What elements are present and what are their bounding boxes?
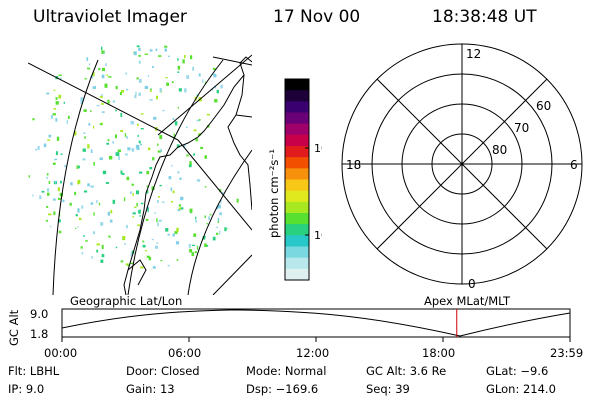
mlat-label-80: 80 <box>492 143 507 157</box>
colorbar-cell <box>285 157 309 169</box>
colorbar: 100 10 photon cm⁻²s⁻¹ <box>267 78 322 281</box>
colorbar-cell <box>285 134 309 147</box>
observation-date: 17 Nov 00 <box>273 7 361 27</box>
timeline-x-tick-1200: 12:00 <box>296 346 330 360</box>
colorbar-cell <box>285 201 309 214</box>
mlat-label-70: 70 <box>514 121 529 135</box>
colorbar-cell <box>285 224 309 236</box>
colorbar-cell <box>285 235 309 248</box>
colorbar-tick-100: 100 <box>314 142 322 155</box>
colorbar-cell <box>285 79 309 91</box>
geographic-image-panel <box>28 45 252 295</box>
mlt-label-6: 6 <box>570 158 578 172</box>
altitude-curve <box>61 309 571 337</box>
mlat-label-60: 60 <box>536 99 551 113</box>
glat-info: GLat: −9.6 <box>486 364 549 378</box>
altitude-timeline: GC Alt 9.0 1.8 <box>7 307 571 346</box>
geographic-label: Geographic Lat/Lon <box>70 294 183 308</box>
ip-info: IP: 9.0 <box>8 382 45 396</box>
gain-info: Gain: 13 <box>126 382 175 396</box>
colorbar-cell <box>285 268 309 281</box>
colorbar-tick-10: 10 <box>314 229 322 242</box>
colorbar-cell <box>285 146 309 158</box>
door-info: Door: Closed <box>126 364 200 378</box>
colorbar-cell <box>285 190 309 203</box>
colorbar-unit-label: photon cm⁻²s⁻¹ <box>267 149 281 238</box>
timeline-x-tick-2359: 23:59 <box>550 346 584 360</box>
colorbar-cell <box>285 179 309 192</box>
grid-lines <box>28 54 252 295</box>
colorbar-cell <box>285 213 309 225</box>
observation-time: 18:38:48 UT <box>432 7 537 27</box>
polar-mlat-mlt-plot: 12 18 6 0 60 70 80 <box>341 43 583 291</box>
timeline-y-tick-max: 9.0 <box>30 307 48 321</box>
colorbar-cell <box>285 168 309 181</box>
colorbar-cell <box>285 123 309 136</box>
colorbar-cell <box>285 246 309 259</box>
mlt-label-18: 18 <box>346 158 361 172</box>
coastline <box>123 56 252 295</box>
glon-info: GLon: 214.0 <box>486 382 556 396</box>
uv-emission-speckles <box>28 45 252 270</box>
colorbar-cell <box>285 112 309 125</box>
apex-label: Apex MLat/MLT <box>424 294 511 308</box>
filter-info: Flt: LBHL <box>8 364 60 378</box>
timeline-y-axis-label: GC Alt <box>7 309 21 346</box>
instrument-title: Ultraviolet Imager <box>33 7 187 27</box>
colorbar-cell <box>285 90 309 102</box>
colorbar-cell <box>285 257 309 270</box>
timeline-x-tick-0000: 00:00 <box>44 346 78 360</box>
timeline-x-tick-1800: 18:00 <box>422 346 456 360</box>
mode-info: Mode: Normal <box>246 364 327 378</box>
timeline-x-tick-0600: 06:00 <box>168 346 202 360</box>
mlt-label-12: 12 <box>466 47 481 61</box>
mlt-label-0: 0 <box>468 277 476 291</box>
colorbar-cell <box>285 101 309 114</box>
seq-info: Seq: 39 <box>366 382 410 396</box>
timeline-y-tick-min: 1.8 <box>30 327 48 341</box>
gc-alt-info: GC Alt: 3.6 Re <box>366 364 447 378</box>
dsp-info: Dsp: −169.6 <box>246 382 319 396</box>
